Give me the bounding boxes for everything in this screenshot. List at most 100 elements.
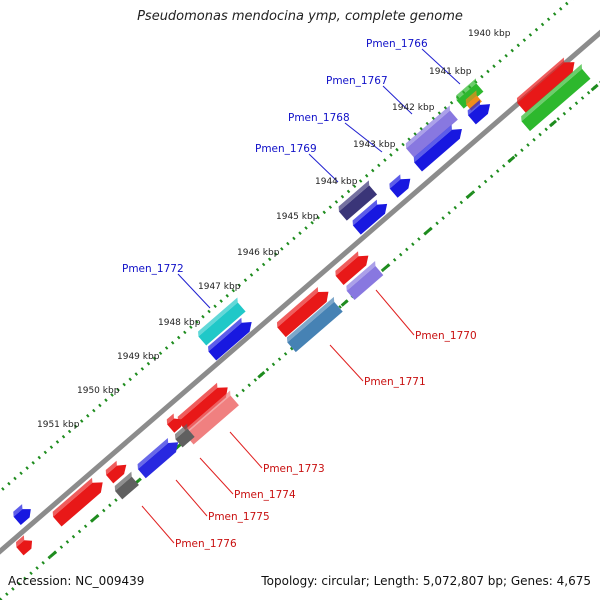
gene-labels-top: Pmen_1766 Pmen_1767 Pmen_1768 Pmen_1769 … bbox=[122, 38, 428, 275]
leader-line-bottom bbox=[175, 479, 208, 517]
gene-arrow-1771-body bbox=[287, 301, 343, 353]
gene-arrow-left-blue-body bbox=[13, 509, 31, 526]
gene-label[interactable]: Pmen_1775 bbox=[208, 511, 270, 523]
kbp-label: 1951 kbp bbox=[37, 420, 80, 430]
gene-arrow-1771-bevel bbox=[286, 296, 335, 343]
gene-label[interactable]: Pmen_1770 bbox=[415, 330, 477, 342]
gene-arrow-1768b-body bbox=[414, 129, 462, 172]
gene-arrow-small-bevel bbox=[465, 90, 477, 105]
gene-arrow-red-4-body bbox=[106, 464, 127, 484]
tick-mark bbox=[465, 191, 474, 200]
gene-arrow-left-blue-bevel bbox=[13, 504, 23, 517]
tick-mark bbox=[49, 550, 58, 559]
tick-mark bbox=[423, 227, 433, 235]
kbp-label: 1940 kbp bbox=[468, 29, 511, 39]
gene-arrow-1769b bbox=[352, 199, 388, 235]
gene-arrow-red-2 bbox=[276, 287, 329, 338]
tick-mark bbox=[340, 299, 349, 307]
gene-arrow-1767-body bbox=[406, 110, 458, 158]
gene-label[interactable]: Pmen_1772 bbox=[122, 263, 184, 275]
gene-arrow-red-small-body bbox=[167, 418, 182, 433]
gene-label[interactable]: Pmen_1766 bbox=[366, 38, 428, 50]
tick-mark bbox=[90, 514, 99, 523]
leader-line-top bbox=[344, 122, 383, 153]
gene-arrow-1769b-body bbox=[352, 203, 388, 235]
gene-arrow-left-blue bbox=[13, 504, 31, 526]
tick-mark bbox=[590, 83, 599, 92]
gene-arrow-1772-body bbox=[198, 302, 246, 346]
accession-text: Accession: NC_009439 bbox=[8, 574, 145, 588]
gene-arrow-red-3 bbox=[177, 382, 228, 432]
leader-line-bottom bbox=[375, 289, 415, 336]
kbp-label: 1941 kbp bbox=[429, 67, 472, 77]
gene-arrow-1772b-bevel bbox=[208, 317, 242, 352]
gene-arrow-1772b bbox=[208, 317, 252, 361]
gene-arrow-red-5-bevel bbox=[52, 477, 93, 517]
kbp-label: 1950 kbp bbox=[77, 386, 120, 396]
gene-arrow-red-6 bbox=[16, 535, 33, 556]
kbp-label: 1947 kbp bbox=[198, 282, 241, 292]
gene-arrow-red-5 bbox=[52, 477, 103, 527]
gene-arrow-red-right-body bbox=[517, 62, 575, 113]
gene-arrow-blue-bevel bbox=[389, 174, 401, 189]
gene-arrow-1775-bevel bbox=[137, 438, 169, 470]
gene-arrow-1776 bbox=[114, 471, 139, 500]
kbp-label: 1946 kbp bbox=[237, 248, 280, 258]
leader-line-top bbox=[308, 153, 339, 183]
tick-marks-layer bbox=[49, 83, 599, 559]
gene-arrow-red-small bbox=[166, 413, 182, 433]
gene-arrow-1771 bbox=[286, 296, 343, 353]
gene-arrow-blue-body bbox=[389, 178, 411, 198]
gene-arrow-red-body bbox=[335, 255, 369, 285]
map-title: Pseudomonas mendocina ymp, complete geno… bbox=[137, 9, 463, 24]
gene-arrow-1773 bbox=[184, 390, 239, 445]
gene-arrow-1766-bevel bbox=[456, 78, 477, 101]
leader-lines-layer bbox=[141, 48, 461, 544]
leader-line-top bbox=[177, 273, 211, 309]
gene-arrow-1768b bbox=[413, 124, 462, 172]
leader-line-bottom bbox=[229, 431, 263, 469]
gene-arrow-1773-bevel bbox=[184, 390, 231, 435]
tick-mark bbox=[548, 119, 557, 128]
gene-label[interactable]: Pmen_1768 bbox=[288, 112, 350, 124]
gene-arrow-1769 bbox=[338, 180, 378, 221]
gene-arrow-1776-bevel bbox=[114, 471, 132, 492]
gene-arrow-1767 bbox=[405, 105, 458, 158]
gene-arrow-red-4-bevel bbox=[105, 460, 117, 476]
gene-label[interactable]: Pmen_1771 bbox=[364, 376, 426, 388]
gene-arrow-red-right-bevel bbox=[516, 57, 565, 103]
gene-arrow-green-right bbox=[521, 63, 591, 132]
gene-label[interactable]: Pmen_1774 bbox=[234, 489, 296, 501]
gene-label[interactable]: Pmen_1776 bbox=[175, 538, 237, 550]
gene-arrow-blue-small bbox=[467, 99, 491, 125]
gene-arrow-1774 bbox=[175, 423, 195, 448]
gene-arrow-red-3-bevel bbox=[177, 382, 218, 422]
kbp-label: 1942 kbp bbox=[392, 103, 435, 113]
gene-arrow-1772-bevel bbox=[198, 297, 238, 337]
gene-arrow-1776-body bbox=[115, 476, 139, 500]
gene-arrow-red-bevel bbox=[335, 251, 359, 276]
gene-label[interactable]: Pmen_1773 bbox=[263, 463, 325, 475]
gene-label[interactable]: Pmen_1767 bbox=[326, 75, 388, 87]
tick-mark bbox=[507, 155, 516, 164]
gene-arrow-1772b-body bbox=[208, 322, 252, 361]
gene-arrow-1774-bevel bbox=[175, 423, 188, 440]
gene-arrow-red-3-body bbox=[178, 387, 228, 432]
gene-arrow-green-right-bevel bbox=[521, 63, 583, 122]
gene-arrow-1774-body bbox=[175, 428, 195, 448]
kbp-label: 1949 kbp bbox=[117, 352, 160, 362]
gene-arrow-1775 bbox=[137, 438, 179, 479]
kbp-label: 1943 kbp bbox=[353, 140, 396, 150]
gene-arrow-1769-bevel bbox=[338, 180, 370, 212]
gene-label[interactable]: Pmen_1769 bbox=[255, 143, 317, 155]
leader-line-bottom bbox=[199, 457, 234, 495]
gene-arrow-red-small-bevel bbox=[166, 413, 174, 425]
features-layer bbox=[13, 57, 591, 556]
gene-arrow-small-body bbox=[466, 95, 482, 111]
gene-arrow-1770 bbox=[346, 261, 384, 300]
leader-line-bottom bbox=[141, 505, 175, 544]
gene-arrow-blue-small-bevel bbox=[467, 99, 481, 116]
